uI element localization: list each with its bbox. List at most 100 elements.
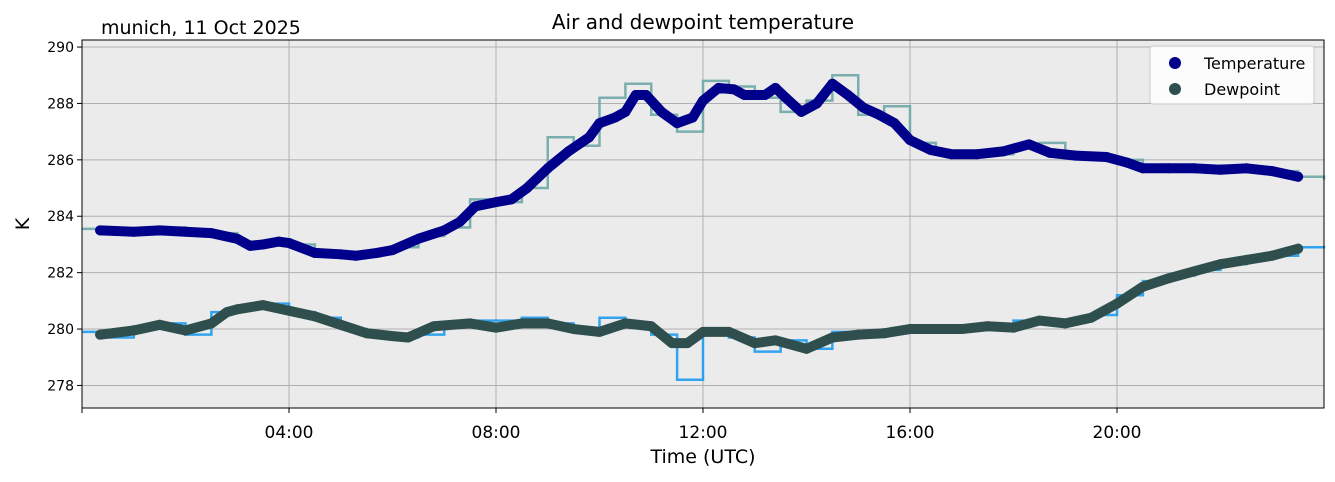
data-point-dewpoint [1034, 315, 1045, 326]
data-point-temperature [946, 149, 957, 160]
data-point-temperature [413, 233, 424, 244]
data-point-temperature [770, 82, 781, 93]
data-point-dewpoint [879, 328, 890, 339]
data-point-temperature [387, 245, 398, 256]
data-point-temperature [687, 112, 698, 123]
data-point-dewpoint [682, 338, 693, 349]
data-point-temperature [128, 226, 139, 237]
data-point-dewpoint [1293, 243, 1304, 254]
data-point-dewpoint [335, 319, 346, 330]
x-tick-label: 04:00 [265, 423, 314, 443]
data-point-temperature [335, 249, 346, 260]
y-axis-label: K [12, 217, 34, 230]
data-point-temperature [873, 109, 884, 120]
data-point-dewpoint [801, 343, 812, 354]
data-point-temperature [610, 112, 621, 123]
data-point-dewpoint [1008, 322, 1019, 333]
data-point-dewpoint [154, 319, 165, 330]
data-point-dewpoint [1215, 259, 1226, 270]
chart-subtitle: munich, 11 Oct 2025 [101, 17, 301, 39]
data-point-temperature [998, 146, 1009, 157]
data-point-temperature [258, 239, 269, 250]
data-point-dewpoint [620, 318, 631, 329]
data-point-dewpoint [258, 300, 269, 311]
data-point-temperature [594, 118, 605, 129]
legend-marker-temperature [1169, 57, 1181, 69]
data-point-dewpoint [698, 326, 708, 337]
data-point-dewpoint [284, 305, 294, 316]
series-line-temperature [95, 78, 1304, 261]
data-point-temperature [273, 236, 284, 247]
data-point-dewpoint [1267, 250, 1278, 261]
data-point-dewpoint [723, 326, 734, 337]
data-point-temperature [1101, 152, 1112, 163]
data-point-temperature [206, 228, 217, 239]
data-point-temperature [729, 84, 740, 95]
y-tick-label: 288 [47, 96, 74, 112]
legend: Temperature Dewpoint [1149, 45, 1315, 105]
data-point-temperature [925, 144, 936, 155]
y-tick-label: 290 [47, 40, 74, 56]
legend-label-dewpoint: Dewpoint [1204, 80, 1280, 99]
data-point-dewpoint [1189, 266, 1200, 277]
data-point-dewpoint [516, 318, 527, 329]
data-point-dewpoint [206, 318, 217, 329]
y-tick-label: 282 [47, 266, 74, 282]
data-point-dewpoint [982, 321, 993, 332]
data-point-temperature [972, 149, 983, 160]
x-tick-label: 16:00 [886, 423, 935, 443]
data-point-temperature [1293, 171, 1304, 182]
data-point-temperature [245, 240, 256, 251]
data-point-temperature [1215, 164, 1226, 175]
data-point-temperature [1241, 163, 1252, 174]
data-point-dewpoint [770, 335, 781, 346]
data-point-dewpoint [1112, 298, 1122, 309]
data-point-temperature [842, 89, 853, 100]
data-point-dewpoint [221, 307, 232, 318]
data-point-temperature [672, 118, 683, 129]
data-point-temperature [522, 183, 533, 194]
data-point-temperature [1137, 163, 1148, 174]
data-point-dewpoint [128, 325, 139, 336]
data-point-temperature [309, 247, 320, 258]
data-point-dewpoint [568, 324, 579, 335]
data-point-dewpoint [180, 325, 191, 336]
data-point-temperature [620, 106, 631, 117]
data-point-dewpoint [666, 338, 677, 349]
data-point-dewpoint [309, 311, 320, 322]
legend-label-temperature: Temperature [1203, 54, 1305, 73]
data-point-dewpoint [1137, 281, 1148, 292]
data-point-temperature [656, 106, 667, 117]
data-point-dewpoint [1163, 273, 1174, 284]
data-point-temperature [641, 89, 652, 100]
x-axis-label: Time (UTC) [649, 446, 755, 468]
data-point-temperature [1044, 147, 1055, 158]
data-point-dewpoint [428, 321, 439, 332]
series-layer [82, 73, 1326, 382]
data-point-temperature [1189, 163, 1200, 174]
data-point-temperature [1070, 150, 1081, 161]
data-point-dewpoint [403, 332, 414, 343]
data-point-dewpoint [361, 328, 372, 339]
legend-box [1149, 45, 1315, 105]
data-point-dewpoint [1060, 318, 1071, 329]
data-point-temperature [371, 247, 382, 258]
data-point-temperature [780, 92, 791, 103]
data-point-temperature [1024, 139, 1035, 150]
y-tick-label: 278 [47, 378, 74, 394]
data-point-temperature [506, 194, 517, 205]
data-point-dewpoint [465, 318, 476, 329]
data-point-temperature [351, 250, 362, 261]
data-point-temperature [491, 197, 501, 208]
data-point-dewpoint [491, 322, 501, 333]
data-point-dewpoint [905, 324, 915, 335]
data-point-dewpoint [749, 338, 760, 349]
data-point-dewpoint [1241, 254, 1252, 265]
y-tick-label: 280 [47, 322, 74, 338]
y-tick-label: 284 [47, 209, 74, 225]
data-point-temperature [796, 106, 807, 117]
data-point-dewpoint [827, 332, 838, 343]
data-point-temperature [439, 225, 450, 236]
data-point-temperature [889, 118, 900, 129]
chart-title: Air and dewpoint temperature [552, 10, 854, 34]
